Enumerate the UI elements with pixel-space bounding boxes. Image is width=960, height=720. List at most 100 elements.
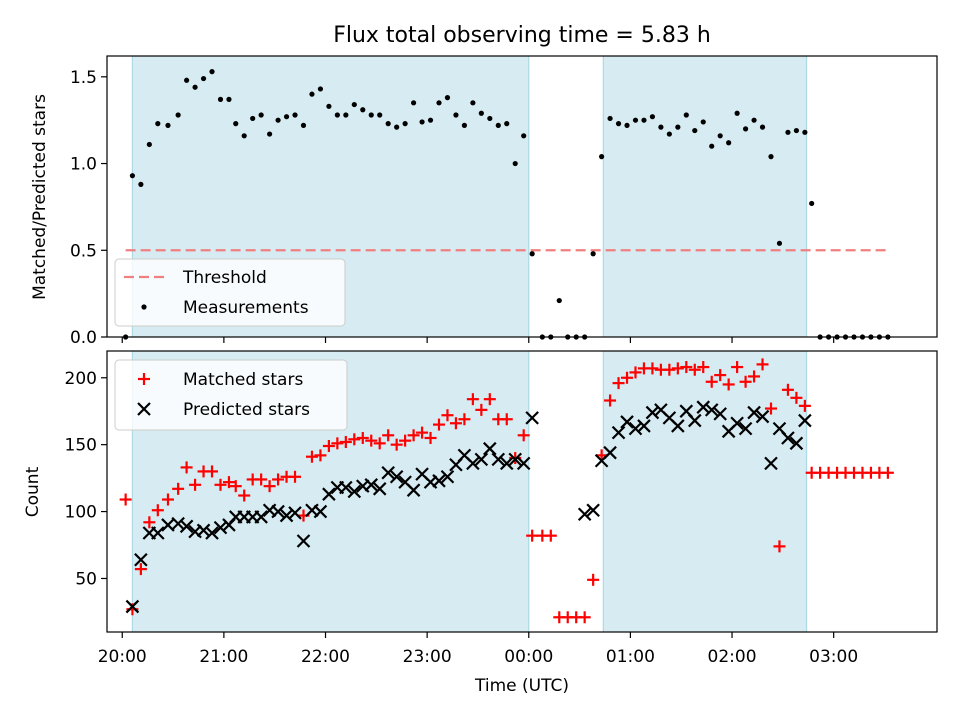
matched-star-point xyxy=(399,434,412,447)
measurement-point xyxy=(776,240,783,246)
measurement-point xyxy=(521,133,527,139)
matched-star-point xyxy=(373,437,386,450)
matched-star-point xyxy=(756,358,769,371)
ratio-legend-box xyxy=(114,258,346,327)
measurement-point xyxy=(453,112,459,118)
measurement-point xyxy=(785,129,791,135)
measurement-point xyxy=(624,122,630,128)
matched-star-point xyxy=(671,362,684,375)
count-plot-frame xyxy=(106,350,938,633)
predicted-star-point xyxy=(628,421,643,436)
matched-star-point xyxy=(143,516,156,529)
predicted-star-point xyxy=(525,411,539,425)
matched-star-point xyxy=(544,529,557,542)
predicted-star-point xyxy=(347,484,362,499)
predicted-star-point xyxy=(798,413,812,428)
predicted-star-point xyxy=(151,526,165,540)
count-x-axis-ticks: 20:00 21:00 22:00 23:00 00:00 01:00 02:00 03:00 xyxy=(98,632,858,667)
measurement-point xyxy=(683,112,689,118)
ratio-x-axis-ticks xyxy=(121,337,835,343)
matched-star-point xyxy=(238,489,251,502)
predicted-star-point xyxy=(577,507,592,522)
predicted-star-point xyxy=(645,405,660,420)
measurement-point xyxy=(241,133,247,139)
ratio-y-axis-label: Matched/Predicted stars xyxy=(30,94,50,300)
predicted-star-point xyxy=(381,465,395,480)
x-tick-label: 20:00 xyxy=(98,647,147,667)
measurement-point xyxy=(658,124,664,130)
measurement-point xyxy=(556,297,562,304)
measurement-point xyxy=(385,121,391,127)
predicted-star-point xyxy=(483,441,497,456)
x-tick-label: 23:00 xyxy=(403,647,452,667)
measurement-point xyxy=(267,131,273,137)
matched-star-point xyxy=(365,434,378,447)
x-axis-label: Time (UTC) xyxy=(474,676,569,696)
measurement-point xyxy=(368,112,374,118)
measurement-point xyxy=(184,77,190,83)
measurement-point xyxy=(599,154,605,160)
matched-star-point xyxy=(314,449,327,462)
measurement-point xyxy=(734,110,740,116)
matched-star-point xyxy=(773,540,786,553)
measurement-point xyxy=(419,119,425,125)
matched-star-point xyxy=(289,470,302,483)
matched-star-point xyxy=(688,363,701,376)
measurement-point xyxy=(470,100,476,106)
measurement-point xyxy=(759,124,766,130)
measurement-point xyxy=(461,122,468,128)
predicted-star-point xyxy=(171,516,185,531)
measurement-point xyxy=(334,112,340,118)
matched-star-point xyxy=(134,563,147,576)
predicted-star-point xyxy=(440,470,455,484)
observing-window xyxy=(603,56,807,337)
measurement-point xyxy=(155,121,161,127)
legend-threshold-label: Threshold xyxy=(182,268,267,288)
matched-star-point xyxy=(416,426,429,439)
x-tick-label: 21:00 xyxy=(199,647,248,667)
measurement-point xyxy=(768,154,774,160)
count-legend-box xyxy=(114,359,348,431)
matched-star-point xyxy=(748,370,761,383)
measurement-point xyxy=(802,129,808,135)
measurement-point xyxy=(666,131,672,137)
matched-star-point xyxy=(272,473,285,486)
measurement-point xyxy=(675,124,681,130)
matched-star-point xyxy=(180,461,193,474)
legend-measurements-label: Measurements xyxy=(183,298,309,318)
predicted-star-point xyxy=(730,416,744,431)
y-tick-label: 50 xyxy=(75,569,97,589)
matched-star-point xyxy=(475,403,488,416)
measurement-point xyxy=(410,100,417,106)
predicted-star-point xyxy=(466,456,480,471)
measurement-point xyxy=(360,107,366,113)
measurement-point xyxy=(478,110,484,116)
predicted-star-point xyxy=(179,519,194,534)
legend-matched-swatch xyxy=(138,373,150,385)
predicted-star-point xyxy=(125,599,140,614)
measurement-point xyxy=(809,200,815,207)
measurement-point xyxy=(343,112,349,118)
matched-star-point xyxy=(206,465,219,478)
matched-star-point xyxy=(629,366,642,379)
measurement-point xyxy=(258,112,264,118)
measurement-point xyxy=(709,143,715,149)
matched-star-point xyxy=(161,493,174,506)
measurement-point xyxy=(427,117,434,123)
matched-star-point xyxy=(526,529,539,542)
predicted-star-point xyxy=(764,456,778,471)
matched-star-point xyxy=(305,450,318,463)
predicted-star-point xyxy=(196,523,211,538)
legend-matched-label: Matched stars xyxy=(183,370,303,390)
count-y-axis-ticks: 50 100 150 200 xyxy=(65,369,107,589)
chart-title: Flux total observing time = 5.83 h xyxy=(333,23,711,48)
matched-star-point xyxy=(119,493,132,506)
y-tick-label: 0.5 xyxy=(70,241,97,261)
measurement-point xyxy=(317,86,324,92)
predicted-star-point xyxy=(738,421,753,436)
matched-star-point xyxy=(663,363,676,376)
predicted-star-point xyxy=(781,431,795,445)
legend-measurements-swatch xyxy=(141,304,147,310)
matched-star-point xyxy=(441,409,454,422)
